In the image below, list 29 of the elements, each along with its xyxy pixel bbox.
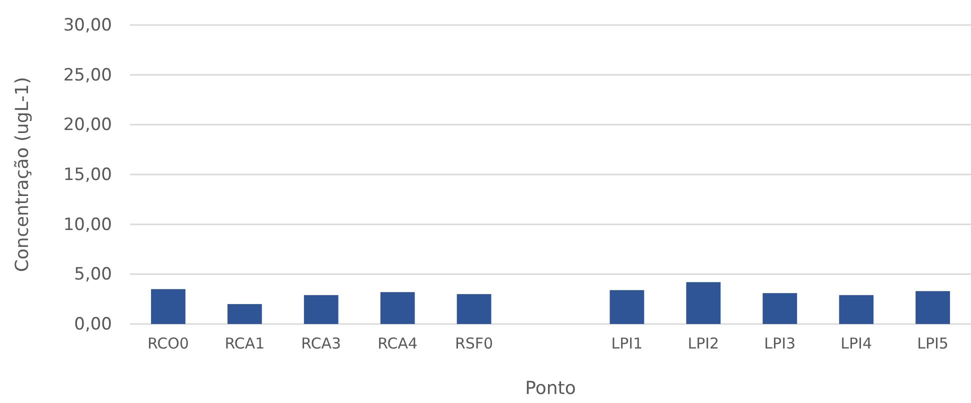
bar [304,295,338,324]
x-tick-label: RCA3 [301,334,342,353]
bar [227,304,262,324]
x-tick-label: RCO0 [147,334,189,353]
bar [456,294,492,324]
x-tick-label: RSF0 [454,334,494,353]
y-tick-label: 30,00 [63,15,112,36]
y-tick-label: 5,00 [74,264,112,285]
bar [686,282,721,324]
x-tick-label: LPI4 [840,334,872,353]
x-tick-label: RCA4 [378,334,418,353]
x-tick-label: LPI2 [688,334,720,353]
x-tick-label: RCA1 [224,334,265,353]
bar [151,289,186,324]
x-tick-label: LPI5 [917,334,948,353]
x-axis-title: Ponto [525,378,576,399]
bar [916,291,950,324]
y-tick-label: 15,00 [63,164,112,185]
y-tick-label: 0,00 [74,314,112,334]
x-tick-label: LPI1 [611,334,643,353]
y-tick-label: 25,00 [63,65,112,86]
bar [839,295,874,324]
bar [610,290,644,324]
x-tick-label: LPI3 [764,334,796,353]
bar [380,292,415,324]
bar [762,293,798,324]
y-tick-label: 10,00 [63,214,112,235]
y-tick-label: 20,00 [63,115,112,136]
y-axis-title: Concentração (ugL-1) [12,76,33,272]
